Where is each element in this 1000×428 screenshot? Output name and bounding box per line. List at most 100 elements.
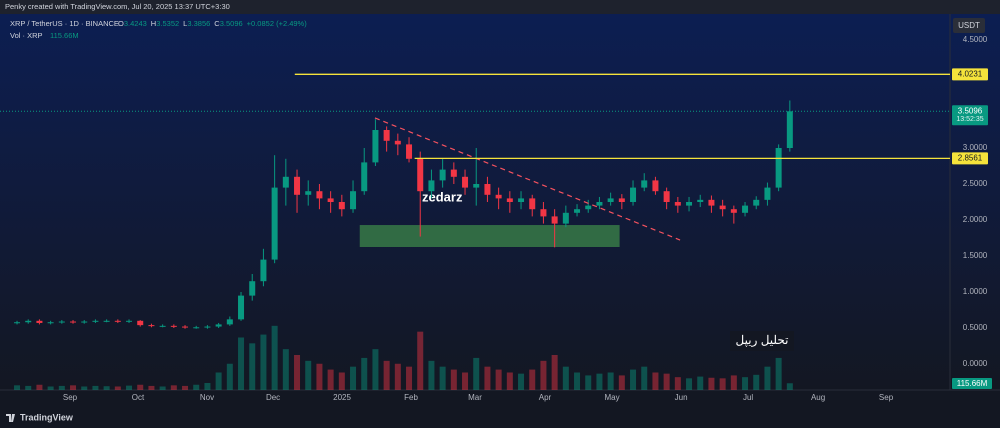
volume-bar [450, 369, 457, 390]
candle-body [361, 162, 368, 192]
candle-body [282, 176, 289, 188]
volume-bar [540, 360, 547, 390]
y-tick-label: 1.5000 [963, 251, 988, 260]
candle-body [182, 326, 189, 328]
brand: TradingView [20, 412, 74, 422]
candle-body [618, 198, 625, 202]
x-tick-label: Dec [266, 393, 280, 402]
candle-body [786, 111, 793, 148]
candle-body [305, 191, 312, 195]
volume-value: 115.66M [50, 31, 79, 40]
volume-bar [518, 373, 525, 390]
volume-bar [70, 385, 77, 390]
volume-bar [428, 360, 435, 390]
ohlc-value: 3.5352 [156, 19, 179, 28]
y-tick-label: 2.5000 [963, 179, 988, 188]
candle-body [271, 187, 278, 260]
volume-bar [350, 366, 357, 390]
volume-bar [719, 378, 726, 390]
candle-body [630, 187, 637, 202]
x-tick-label: Jun [675, 393, 688, 402]
volume-bar [618, 375, 625, 390]
countdown: 13:52:35 [956, 116, 983, 123]
volume-label: 115.66M [957, 379, 988, 388]
volume-bar [103, 386, 110, 390]
change: +0.0852 (+2.49%) [247, 19, 308, 28]
volume-bar [92, 385, 99, 390]
candle-body [126, 320, 133, 322]
candle-body [697, 199, 704, 202]
candle-body [462, 176, 469, 188]
volume-bar [282, 349, 289, 390]
volume-bar [238, 337, 245, 390]
header-bar [0, 0, 1000, 14]
annotation: zedarz [422, 189, 463, 204]
volume-bar [25, 385, 32, 390]
volume-bar [47, 386, 54, 390]
trendline [374, 117, 681, 241]
y-tick-label: 2.0000 [963, 215, 988, 224]
level-label-box [952, 68, 988, 81]
candle-body [540, 209, 547, 217]
volume-bar [406, 366, 413, 390]
volume-bar [484, 366, 491, 390]
volume-bar [585, 375, 592, 390]
y-tick-label: 3.0000 [963, 143, 988, 152]
candle-body [316, 191, 323, 199]
candle-body [450, 169, 457, 177]
candle-body [428, 180, 435, 192]
price-label-box [952, 105, 988, 126]
volume-bar [170, 385, 177, 390]
ohlc-value: 3.4243 [124, 19, 147, 28]
x-tick-label: Nov [200, 393, 214, 402]
candle-body [562, 212, 569, 224]
candle-body [574, 209, 581, 213]
candle-body [686, 202, 693, 206]
candle-body [764, 187, 771, 200]
price-label: 3.5096 [958, 106, 983, 115]
candle-body [742, 205, 749, 213]
volume-bar [361, 357, 368, 390]
candle-body [383, 129, 390, 141]
volume-bar [58, 385, 65, 390]
candle-body [260, 259, 267, 282]
volume-bar [708, 377, 715, 390]
volume-bar [674, 377, 681, 390]
ohlc-key: H [151, 19, 156, 28]
volume-bar [686, 378, 693, 390]
candle-body [394, 140, 401, 145]
volume-bar [495, 369, 502, 390]
volume-bar [753, 374, 760, 390]
header: Penky created with TradingView.com, Jul … [5, 2, 230, 11]
candle-body [663, 191, 670, 202]
volume-bar [137, 384, 144, 390]
ohlc-value: 3.3856 [187, 19, 210, 28]
x-tick-label: Sep [63, 393, 78, 402]
volume-bar [271, 325, 278, 390]
legend: XRP / TetherUS · 1D · BINANCE Vol · XRP … [10, 19, 307, 40]
volume-bar [439, 366, 446, 390]
candle-body [14, 322, 21, 324]
volume-bar [294, 355, 301, 390]
candle-body [529, 198, 536, 210]
candle-body [338, 202, 345, 210]
y-tick-label: 0.5000 [963, 323, 988, 332]
candle-body [294, 176, 301, 195]
support-zone [359, 225, 620, 248]
volume-bar [338, 372, 345, 390]
candle-body [25, 320, 32, 323]
y-tick-label: 1.0000 [963, 287, 988, 296]
volume-bar [204, 383, 211, 390]
candle-body [327, 198, 334, 202]
candle-body [585, 205, 592, 210]
candle-body [137, 320, 144, 326]
candle-body [674, 202, 681, 206]
volume-bar [775, 357, 782, 390]
candle-body [170, 325, 177, 327]
volume-bar [607, 372, 614, 390]
candle-body [708, 199, 715, 206]
candle-body [473, 183, 480, 188]
candle-body [484, 183, 491, 195]
candle-body [775, 147, 782, 188]
candle-body [753, 199, 760, 206]
